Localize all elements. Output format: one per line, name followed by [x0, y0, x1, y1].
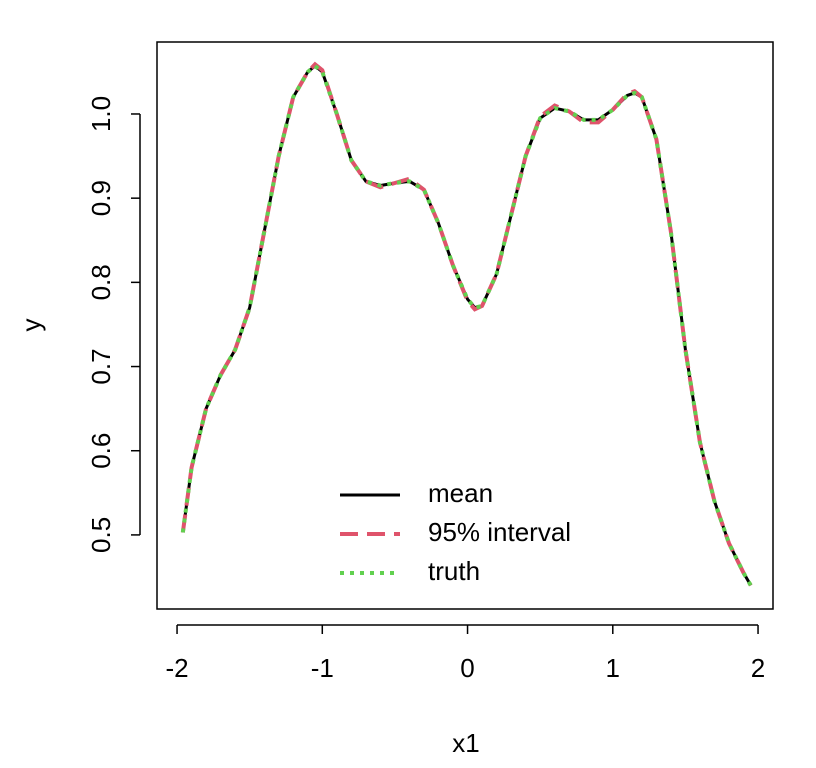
y-tick-label: 0.5	[86, 517, 116, 553]
legend-label: mean	[428, 478, 493, 508]
legend-label: 95% interval	[428, 517, 571, 547]
y-tick-label: 0.8	[86, 264, 116, 300]
y-axis-title: y	[16, 319, 46, 332]
x-tick-label: 2	[751, 653, 765, 683]
series-line	[180, 63, 753, 587]
x-tick-label: -2	[165, 653, 188, 683]
x-tick-label: 1	[606, 653, 620, 683]
plot-box	[156, 41, 774, 610]
y-tick-label: 1.0	[86, 96, 116, 132]
y-tick-label: 0.6	[86, 433, 116, 469]
y-tick-label: 0.7	[86, 348, 116, 384]
y-tick-label: 0.9	[86, 180, 116, 216]
legend-label: truth	[428, 556, 480, 586]
x-tick-label: 0	[460, 653, 474, 683]
x-tick-label: -1	[311, 653, 334, 683]
x-axis-title: x1	[452, 728, 479, 758]
